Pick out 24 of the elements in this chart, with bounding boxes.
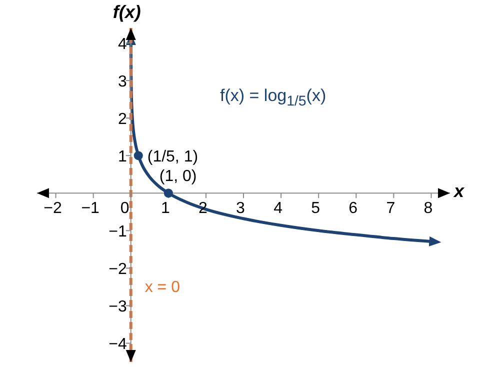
x-tick-label: 1 — [160, 200, 170, 218]
y-tick-label: 3 — [118, 74, 127, 91]
y-tick-label: −3 — [108, 298, 127, 316]
y-tick-label: −1 — [108, 224, 127, 241]
x-tick-label: 3 — [236, 200, 246, 218]
x-tick-label: 6 — [348, 200, 358, 218]
x-tick-label: −2 — [44, 200, 62, 218]
y-tick-label: −4 — [108, 336, 127, 354]
x-tick-label: 4 — [274, 200, 283, 218]
y-tick-label: −2 — [108, 261, 127, 278]
y-tick-label: 2 — [118, 111, 127, 128]
annotation: (1, 0) — [159, 168, 197, 185]
annotation: f(x) = log$_{1/5}$(x) — [220, 86, 326, 110]
x-tick-label: 5 — [311, 200, 320, 218]
y-axis-title: f(x) — [112, 2, 141, 23]
ref-line-label: x = 0 — [144, 278, 180, 296]
x-tick-label: 0 — [120, 200, 130, 218]
x-tick-label: 8 — [424, 200, 433, 218]
x-axis-title: x — [454, 181, 464, 202]
x-tick-label: −1 — [81, 200, 100, 218]
x-tick-label: 7 — [386, 200, 396, 218]
y-tick-label: 4 — [118, 36, 127, 54]
annotation: (1/5, 1) — [147, 148, 198, 166]
y-tick-label: 1 — [118, 148, 127, 166]
